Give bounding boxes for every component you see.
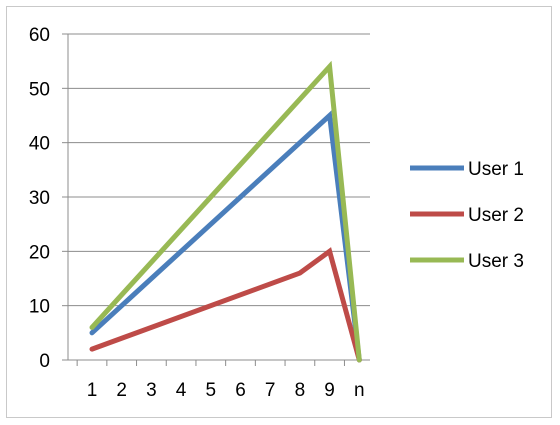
series-line-1 xyxy=(89,110,362,363)
x-tick-label: 2 xyxy=(116,380,127,401)
x-tick-label: 7 xyxy=(265,380,276,401)
y-tick-label: 50 xyxy=(29,79,50,100)
x-tick-label: 1 xyxy=(87,380,98,401)
x-tick-label: 3 xyxy=(146,380,157,401)
x-tick-label: 8 xyxy=(295,380,306,401)
legend-label-3: User 3 xyxy=(468,251,524,272)
x-tick-label: 6 xyxy=(235,380,246,401)
series-line-3 xyxy=(89,60,362,363)
y-tick-label: 10 xyxy=(29,297,50,318)
y-tick-label: 20 xyxy=(29,242,50,263)
legend-label-1: User 1 xyxy=(468,159,524,180)
y-tick-label: 30 xyxy=(29,188,50,209)
y-tick-label: 60 xyxy=(29,25,50,46)
y-tick-label: 40 xyxy=(29,134,50,155)
x-tick-label: 5 xyxy=(206,380,217,401)
legend-label-2: User 2 xyxy=(468,205,524,226)
series-line-2 xyxy=(89,247,362,363)
y-tick-label: 0 xyxy=(39,351,50,372)
x-tick-label: n xyxy=(354,380,365,401)
x-tick-label: 4 xyxy=(176,380,187,401)
x-tick-label: 9 xyxy=(324,380,335,401)
